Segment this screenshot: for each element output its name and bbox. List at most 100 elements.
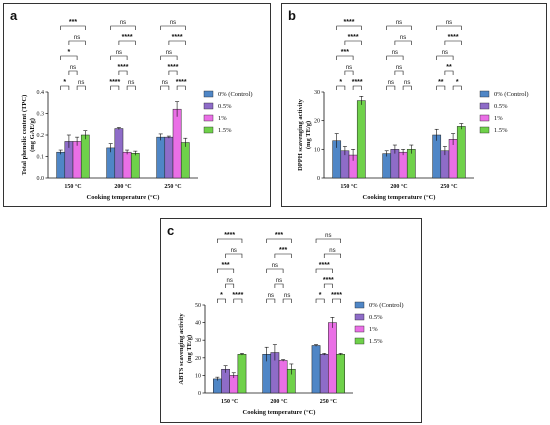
significance-label: ns (70, 65, 76, 71)
significance-label: ns (162, 80, 168, 86)
bar (221, 368, 230, 394)
y-tick-label: 0.1 (37, 155, 45, 161)
significance-label: **** (323, 277, 334, 284)
panel-b: b 0 10 20 30 DPPH scavenging activity(mg TE/g… (281, 3, 547, 207)
legend-label: 1% (369, 326, 378, 333)
significance-bracket (394, 40, 412, 45)
significance-bracket (60, 25, 86, 30)
significance-label: ns (272, 263, 278, 269)
significance-bracket (386, 25, 412, 30)
significance-label: **** (109, 79, 120, 86)
legend-label: 1.5% (494, 127, 508, 134)
significance-label: ns (346, 65, 352, 71)
significance-bracket (315, 268, 333, 273)
significance-label: ns (396, 20, 402, 26)
x-tick-label: 200 °C (390, 183, 407, 190)
bar (278, 360, 288, 394)
significance-bracket (266, 268, 284, 273)
significance-label: *** (275, 232, 283, 239)
panel-c: c 0 10 20 30 40 50 ABTS scavenging activity(mg … (160, 218, 422, 423)
significance-label: **** (331, 292, 342, 299)
legend-swatch (479, 126, 490, 134)
legend-swatch (354, 325, 365, 333)
significance-label: **** (232, 292, 243, 299)
significance-bracket (60, 85, 70, 90)
significance-label: **** (172, 34, 183, 41)
significance-label: ns (170, 20, 176, 26)
significance-label: * (319, 292, 322, 299)
significance-label: ns (325, 233, 331, 239)
significance-bracket (68, 70, 78, 75)
bar (156, 136, 166, 179)
significance-label: ns (116, 50, 122, 56)
y-tick-label: 0.3 (37, 112, 45, 118)
legend-swatch (479, 102, 490, 110)
significance-label: *** (69, 19, 77, 26)
significance-label: ns (442, 50, 448, 56)
legend-swatch (203, 114, 214, 122)
panel-label: c (167, 223, 174, 238)
significance-bracket (274, 253, 292, 258)
x-tick-label: 150 °C (340, 183, 357, 190)
legend-label: 1.5% (218, 127, 232, 134)
bar (180, 142, 190, 179)
significance-label: * (68, 49, 71, 56)
significance-label: **** (122, 34, 133, 41)
x-axis-label: Cooking temperature (°C) (87, 194, 160, 201)
significance-bracket (217, 268, 235, 273)
significance-bracket (233, 298, 243, 303)
significance-label: ns (74, 35, 80, 41)
y-axis-label: DPPH scavenging activity(mg TE/g) (297, 98, 312, 171)
significance-label: **** (168, 64, 179, 71)
significance-bracket (266, 298, 276, 303)
y-tick-label: 0.4 (37, 90, 45, 96)
y-tick-label: 20 (195, 356, 201, 362)
bar (356, 100, 366, 179)
y-axis-label: ABTS scavenging activity(mg TE/g) (178, 313, 193, 385)
significance-bracket (225, 253, 243, 258)
legend-swatch (203, 102, 214, 110)
significance-label: ns (388, 80, 394, 86)
significance-label: **** (448, 34, 459, 41)
bar (229, 375, 239, 394)
significance-bracket (344, 70, 354, 75)
bar (237, 354, 247, 394)
bar (336, 354, 345, 394)
significance-label: ns (400, 35, 406, 41)
significance-label: **** (176, 79, 187, 86)
significance-label: *** (341, 49, 349, 56)
significance-label: ns (329, 248, 335, 254)
x-tick-label: 200 °C (114, 183, 131, 190)
legend-label: 0.5% (218, 103, 232, 110)
y-axis-label: Total phenolic content (TPC)(mg GAE/g) (21, 95, 36, 175)
x-tick-label: 250 °C (440, 183, 457, 190)
y-tick-label: 30 (314, 90, 320, 96)
significance-bracket (76, 85, 86, 90)
legend-label: 1.5% (369, 338, 383, 345)
significance-bracket (217, 238, 243, 243)
y-axis-label-line: (mg GAE/g) (29, 118, 36, 152)
legend-swatch (203, 126, 214, 134)
significance-bracket (160, 25, 186, 30)
bar (456, 126, 466, 179)
legend-label: 1% (218, 115, 227, 122)
significance-label: ns (166, 50, 172, 56)
x-axis-label: Cooking temperature (°C) (243, 409, 316, 416)
significance-bracket (160, 85, 170, 90)
significance-label: ns (276, 278, 282, 284)
significance-bracket (336, 85, 346, 90)
significance-label: ns (78, 80, 84, 86)
significance-bracket (118, 70, 128, 75)
significance-label: **** (118, 64, 129, 71)
bar (319, 354, 329, 394)
y-tick-label: 10 (314, 147, 320, 153)
y-tick-label: 0.0 (37, 176, 45, 182)
bar (398, 151, 408, 179)
significance-bracket (60, 55, 78, 60)
significance-label: ns (446, 20, 452, 26)
significance-bracket (386, 85, 396, 90)
bar (213, 378, 222, 394)
bar (72, 141, 82, 179)
significance-bracket (386, 55, 404, 60)
